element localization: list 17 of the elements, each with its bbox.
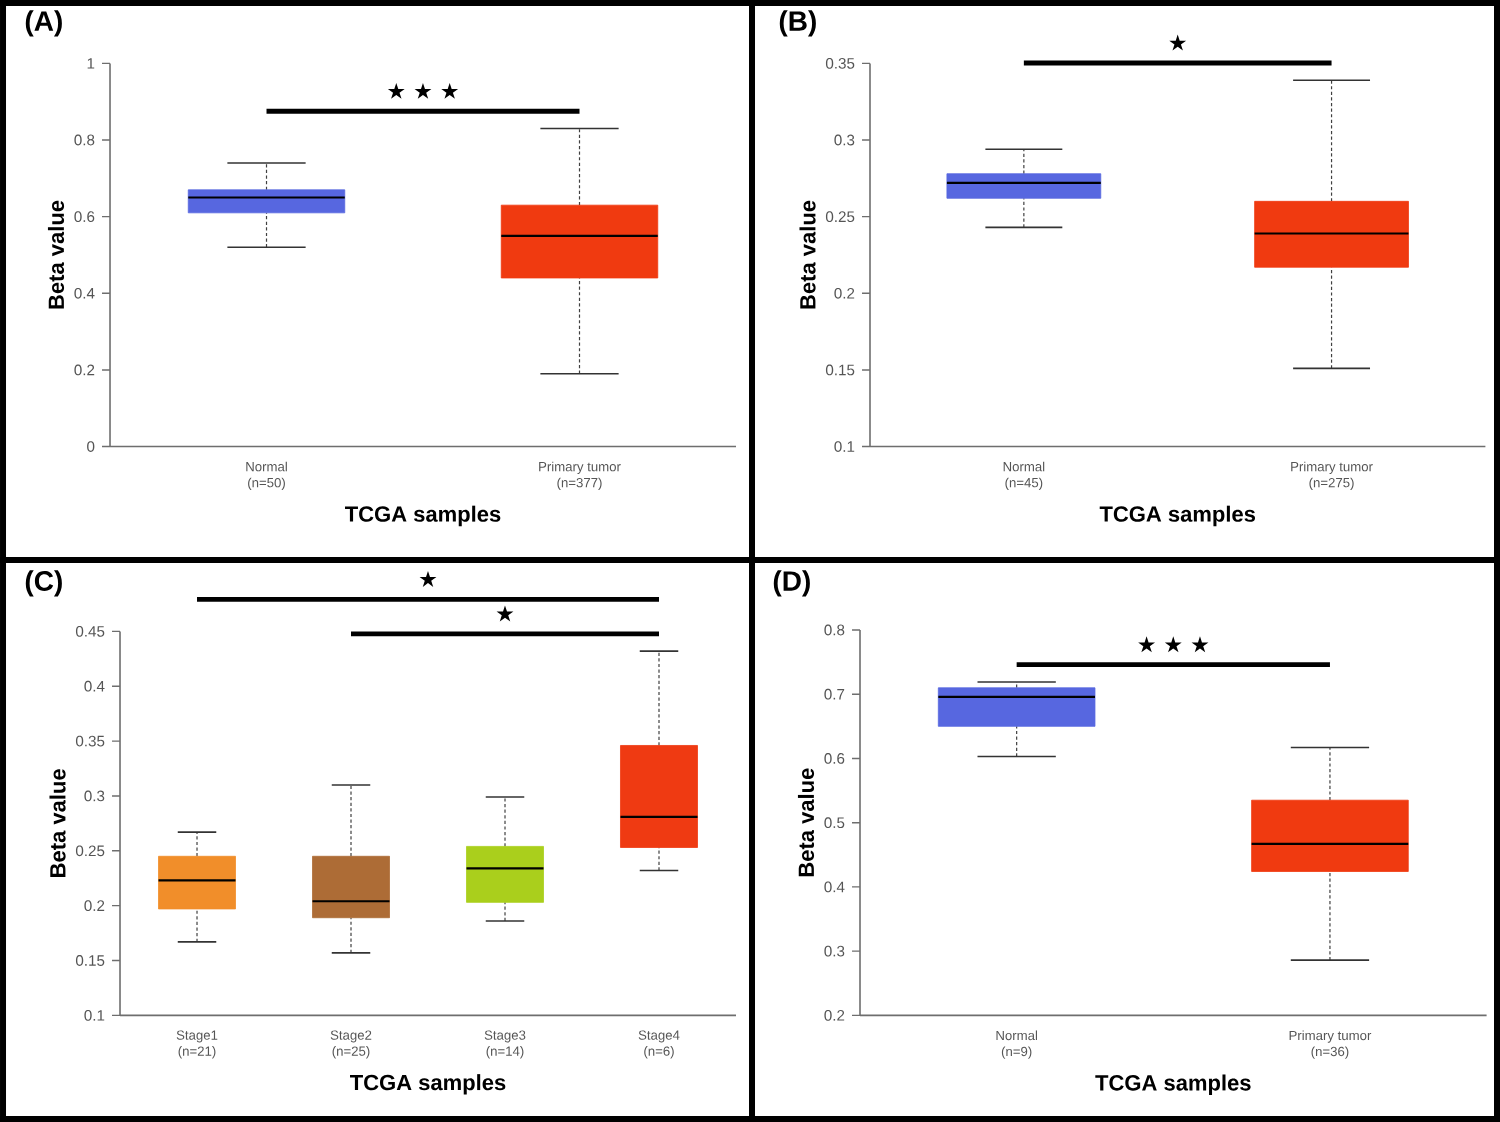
y-axis-title: Beta value [49, 769, 66, 877]
text: ★ [496, 605, 514, 622]
y-axis-title: Beta value [47, 200, 65, 309]
x-axis-title: TCGA samples [1095, 1074, 1251, 1095]
text: ★ [1169, 34, 1187, 51]
text: ★ [419, 570, 437, 587]
x-axis-title: TCGA samples [345, 505, 501, 527]
annotation: ★ ★ ★ [387, 82, 459, 99]
annotation: ★ ★ ★ [1138, 636, 1209, 653]
x-axis-title: TCGA samples [350, 1074, 506, 1095]
chart-title: (C) [25, 570, 62, 597]
y-axis-title: Beta value [797, 768, 815, 877]
chart-title: (B) [779, 10, 816, 37]
x-axis-title: TCGA samples [1099, 505, 1256, 527]
y-axis-title: Beta value [799, 200, 816, 309]
chart-title: (D) [773, 570, 810, 597]
chart-title: (A) [25, 10, 62, 37]
